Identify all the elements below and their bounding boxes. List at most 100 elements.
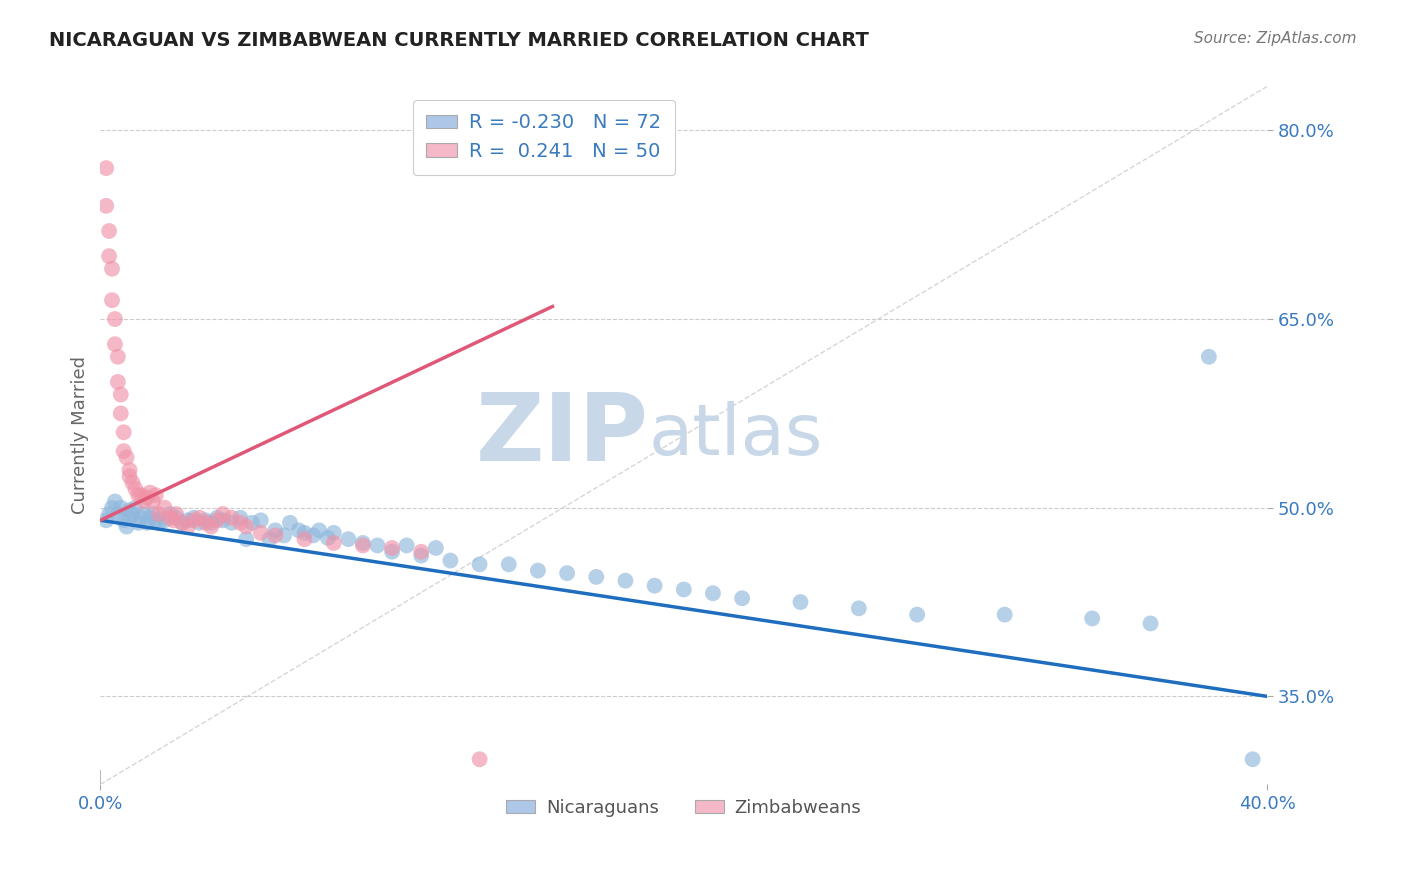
Point [264,524,287,538]
Point [118,463,141,477]
Point [235,519,257,533]
Point [585,570,607,584]
Point [159,507,181,521]
Point [129,488,152,502]
Point [153,513,176,527]
Point [848,601,870,615]
Point [104,312,127,326]
Point [381,545,404,559]
Point [249,513,271,527]
Point [112,444,135,458]
Point [1139,616,1161,631]
Point [905,607,928,622]
Text: atlas: atlas [648,401,823,470]
Point [205,510,228,524]
Point [731,591,754,606]
Text: ZIP: ZIP [475,390,648,482]
Point [129,510,152,524]
Point [153,500,176,515]
Point [425,541,447,555]
Point [124,500,146,515]
Point [165,510,187,524]
Point [702,586,724,600]
Point [107,507,129,521]
Point [101,293,124,308]
Point [294,532,316,546]
Point [235,532,257,546]
Point [205,513,228,527]
Point [142,507,165,521]
Point [352,538,374,552]
Point [145,488,167,502]
Point [188,516,211,530]
Point [302,528,325,542]
Point [395,538,418,552]
Point [98,224,121,238]
Point [136,491,159,505]
Point [96,513,118,527]
Point [115,450,138,465]
Point [322,536,344,550]
Point [229,510,252,524]
Point [789,595,811,609]
Point [278,516,301,530]
Point [212,507,235,521]
Point [96,199,118,213]
Point [322,525,344,540]
Point [115,519,138,533]
Text: NICARAGUAN VS ZIMBABWEAN CURRENTLY MARRIED CORRELATION CHART: NICARAGUAN VS ZIMBABWEAN CURRENTLY MARRI… [49,31,869,50]
Point [110,406,132,420]
Point [381,541,404,555]
Point [132,494,155,508]
Point [194,516,217,530]
Point [212,513,235,527]
Point [498,558,520,572]
Point [148,516,170,530]
Point [101,261,124,276]
Point [273,528,295,542]
Point [527,564,550,578]
Point [672,582,695,597]
Point [366,538,388,552]
Point [249,525,271,540]
Point [221,516,243,530]
Point [170,516,193,530]
Point [264,528,287,542]
Point [110,387,132,401]
Point [118,510,141,524]
Point [118,503,141,517]
Legend: Nicaraguans, Zimbabweans: Nicaraguans, Zimbabweans [499,792,869,824]
Point [104,494,127,508]
Point [229,516,252,530]
Point [107,350,129,364]
Point [132,507,155,521]
Point [121,507,143,521]
Y-axis label: Currently Married: Currently Married [72,357,89,515]
Point [308,524,330,538]
Point [162,513,184,527]
Point [337,532,360,546]
Text: Source: ZipAtlas.com: Source: ZipAtlas.com [1194,31,1357,46]
Point [101,500,124,515]
Point [159,510,181,524]
Point [139,510,162,524]
Point [468,558,491,572]
Point [183,510,205,524]
Point [136,516,159,530]
Point [142,494,165,508]
Point [110,500,132,515]
Point [121,475,143,490]
Point [104,337,127,351]
Point [294,525,316,540]
Point [118,469,141,483]
Point [200,516,222,530]
Point [644,579,666,593]
Point [98,249,121,263]
Point [614,574,637,588]
Point [112,425,135,440]
Point [259,532,281,546]
Point [127,488,149,502]
Point [555,566,578,581]
Point [200,519,222,533]
Point [148,507,170,521]
